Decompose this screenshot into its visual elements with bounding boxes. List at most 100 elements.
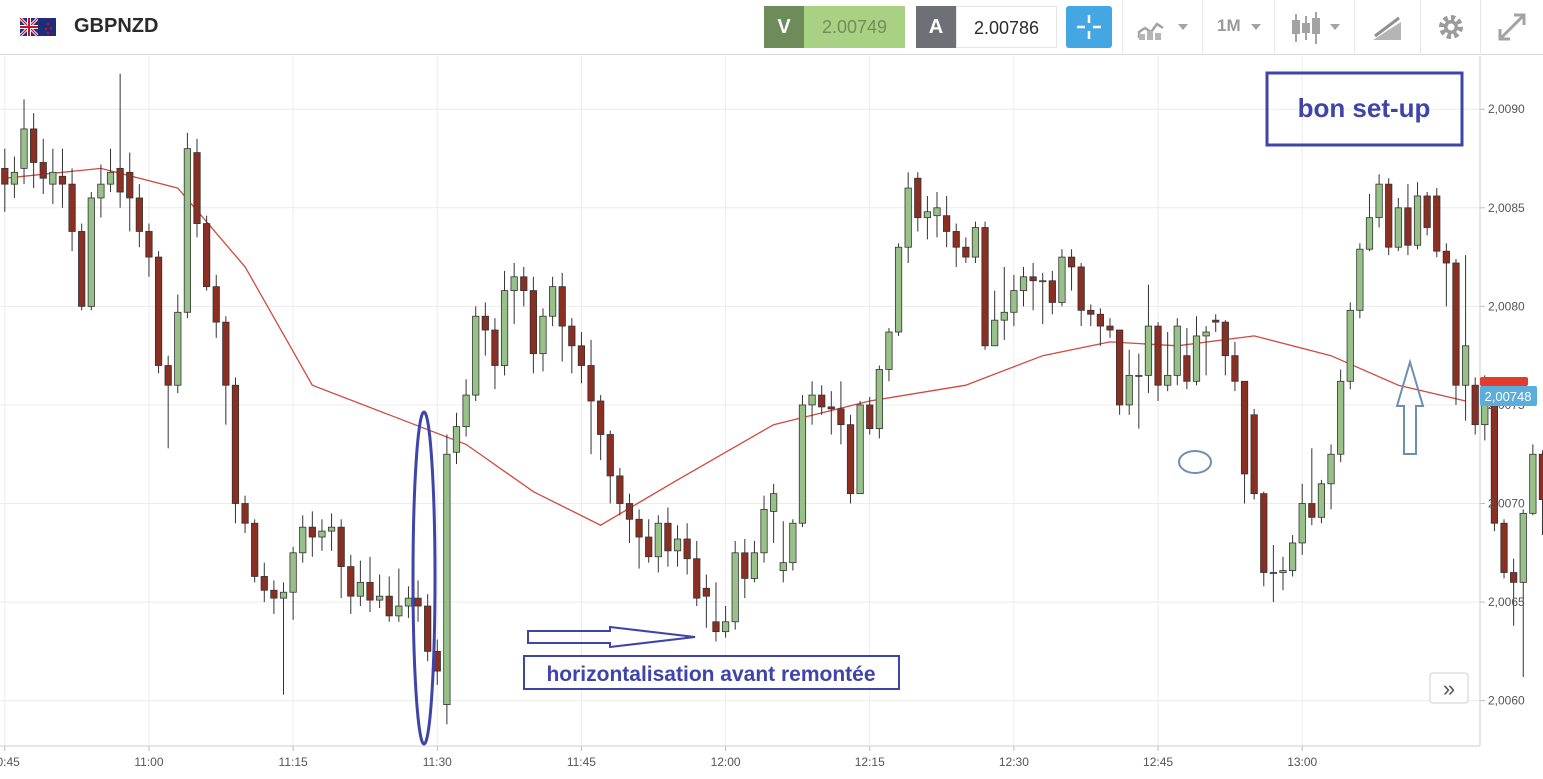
candle (770, 483, 778, 543)
chevron-down-icon (1251, 24, 1261, 30)
scroll-right-button[interactable]: » (1429, 672, 1469, 704)
candle (395, 568, 403, 622)
x-tick-label: 12:45 (1143, 755, 1173, 769)
candle-body (347, 566, 355, 597)
candle (952, 223, 960, 267)
current-price-tag: 2,00748 (1480, 377, 1537, 406)
candle-body (894, 246, 903, 333)
candle-body (818, 394, 826, 408)
bid-price[interactable]: 2.00749 (804, 6, 905, 48)
price-chart[interactable]: 2,00902,00852,00802,00752,00702,00652,00… (0, 56, 1543, 779)
chart-type-button[interactable] (1122, 0, 1202, 55)
candle-body (1154, 325, 1162, 386)
candle-body (1212, 319, 1220, 323)
ask-price[interactable]: 2.00786 (956, 6, 1057, 48)
candle (404, 586, 413, 618)
candle (827, 391, 835, 435)
buy-button[interactable]: A (916, 6, 956, 48)
candle-body (1240, 380, 1249, 475)
crosshair-button[interactable] (1066, 6, 1112, 48)
candle (683, 523, 691, 575)
gear-icon (1439, 15, 1463, 39)
candle (1317, 479, 1326, 524)
candle-body (1461, 345, 1470, 386)
timeframe-button[interactable]: 1M (1202, 0, 1274, 55)
candle (1346, 302, 1354, 390)
candle-body (337, 526, 345, 567)
candle (231, 377, 240, 524)
candle (1413, 182, 1422, 250)
candle-body (58, 175, 67, 185)
x-tick-label: 11:30 (423, 755, 452, 769)
double-chevron-right-icon: » (1443, 676, 1455, 701)
candle-body (289, 552, 297, 593)
candle-body (183, 148, 192, 313)
candle-body (212, 286, 220, 323)
settings-button[interactable] (1420, 0, 1480, 55)
candle-body (135, 197, 143, 232)
candlestick-icon (1292, 12, 1340, 44)
candle (721, 606, 730, 638)
drawing-tools-button[interactable] (1354, 0, 1420, 55)
candle (904, 172, 912, 263)
candle-body (539, 315, 547, 355)
candle-body (645, 536, 653, 558)
fullscreen-icon (1498, 13, 1526, 41)
candle (1269, 544, 1277, 603)
candle (87, 192, 95, 311)
candle-body (39, 162, 47, 179)
x-tick-label: 12:15 (855, 755, 885, 769)
candle (1375, 174, 1383, 228)
candle-body (1510, 572, 1518, 583)
candle (241, 495, 249, 534)
y-tick-label: 2,0080 (1488, 299, 1525, 313)
candle (1221, 320, 1229, 376)
candle-body (491, 329, 499, 366)
candle (539, 308, 547, 372)
y-tick-label: 2,0060 (1488, 694, 1525, 708)
candle (347, 554, 355, 614)
candle-body (520, 276, 528, 292)
candle-body (1308, 503, 1316, 518)
fullscreen-button[interactable] (1480, 0, 1543, 55)
candle-body (1029, 276, 1037, 282)
candle (1240, 380, 1249, 504)
y-tick-label: 2,0070 (1488, 497, 1525, 511)
candle (587, 339, 595, 455)
candle (875, 365, 883, 439)
candle-body (981, 227, 989, 347)
candle-body (577, 345, 586, 366)
candle-body (1529, 453, 1537, 514)
candle-body (654, 522, 662, 558)
symbol-title: GBPNZD (74, 15, 159, 37)
candle (116, 73, 124, 208)
sell-button[interactable]: V (764, 6, 804, 48)
candle (193, 138, 201, 238)
candle (1519, 509, 1527, 677)
candle (1308, 448, 1316, 526)
candle-body (635, 518, 643, 538)
candle-body (452, 426, 461, 453)
candle-body (97, 183, 105, 199)
candle-body (251, 522, 259, 577)
candle-style-button[interactable] (1274, 0, 1354, 55)
candle (779, 521, 787, 583)
horizontal-arrow (527, 625, 696, 649)
candle (299, 515, 307, 563)
candle (126, 152, 134, 232)
candle-body (327, 526, 336, 532)
candle-body (914, 177, 922, 219)
candle-body (693, 558, 701, 599)
candle-body (366, 581, 374, 601)
candle-body (760, 509, 768, 554)
candle (1423, 192, 1431, 236)
candle (520, 266, 528, 307)
candle-body (1221, 321, 1229, 357)
candle (1039, 272, 1047, 325)
candle-body (1375, 183, 1383, 219)
candle (1067, 249, 1076, 291)
candle (750, 540, 759, 583)
candle-body (1413, 195, 1422, 246)
candle (818, 385, 826, 415)
candle-body (1346, 309, 1354, 382)
